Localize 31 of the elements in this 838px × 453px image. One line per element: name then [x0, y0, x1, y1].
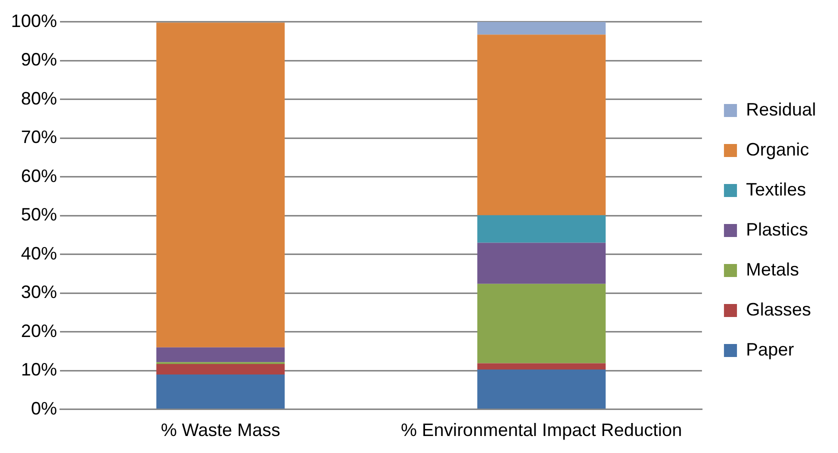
bar — [156, 22, 285, 348]
y-tick-label: 50% — [21, 204, 58, 225]
y-tick-label: 0% — [31, 398, 58, 418]
bar — [477, 369, 606, 409]
legend-label: Plastics — [746, 219, 808, 240]
y-tick-label: 10% — [21, 360, 58, 380]
legend-label: Paper — [746, 339, 794, 360]
legend-label: Textiles — [746, 179, 806, 200]
bar — [477, 215, 606, 243]
y-tick-label: 60% — [21, 166, 58, 186]
y-tick-label: 70% — [21, 127, 58, 148]
y-tick-label: 90% — [21, 50, 58, 70]
x-tick-label: % Waste Mass — [160, 420, 280, 440]
y-tick-label: 30% — [21, 282, 58, 302]
y-tick-label: 100% — [10, 10, 58, 31]
bar — [477, 242, 606, 284]
legend-label: Residual — [746, 99, 816, 120]
bar — [477, 284, 606, 364]
legend-label: Metals — [746, 259, 799, 280]
x-tick-label: % Environmental Impact Reduction — [400, 420, 682, 440]
bar — [156, 364, 285, 375]
bar — [156, 374, 285, 409]
y-tick-label: 80% — [21, 88, 58, 108]
y-tick-label: 20% — [21, 320, 58, 341]
bar — [477, 363, 606, 370]
bar — [477, 34, 606, 216]
y-tick-label: 40% — [21, 243, 58, 264]
legend-label: Organic — [746, 139, 809, 160]
bar — [156, 347, 285, 362]
legend-label: Glasses — [746, 299, 811, 320]
bar — [477, 22, 606, 35]
